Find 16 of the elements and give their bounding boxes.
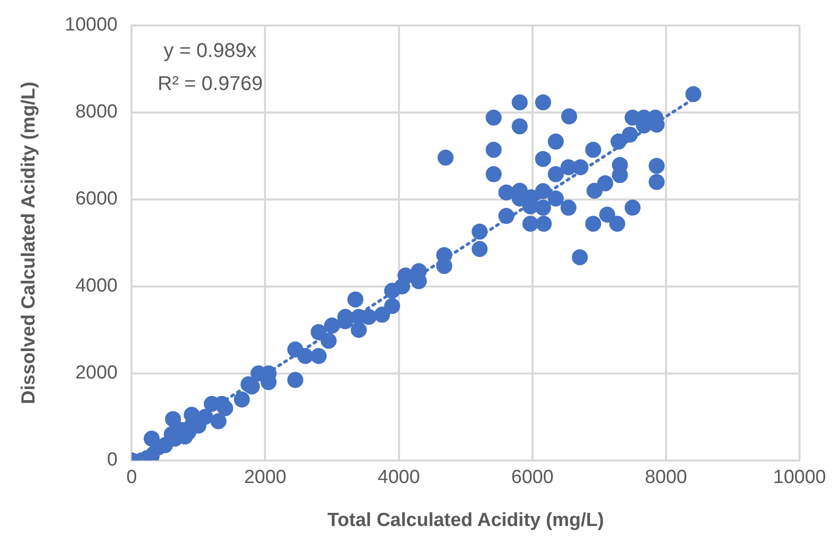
y-tick-label: 2000 <box>75 362 118 384</box>
x-tick-label: 2000 <box>244 467 286 488</box>
annotation: y = 0.989x <box>164 40 256 62</box>
y-tick-label: 8000 <box>75 102 118 123</box>
x-axis-title: Total Calculated Acidity (mg/L) <box>327 510 604 531</box>
x-tick-label: 6000 <box>511 467 554 488</box>
y-tick-label: 10000 <box>64 14 118 36</box>
y-tick-label: 0 <box>107 450 118 471</box>
annotation: R² = 0.9769 <box>158 72 263 95</box>
x-tick-label: 8000 <box>644 467 688 488</box>
y-tick-label: 6000 <box>75 188 118 210</box>
y-tick-label: 4000 <box>75 276 118 297</box>
y-axis-title: Dissolved Calculated Acidity (mg/L) <box>18 82 40 404</box>
x-tick-label: 0 <box>126 467 137 488</box>
x-tick-label: 10000 <box>773 467 826 488</box>
x-tick-label: 4000 <box>378 467 420 488</box>
